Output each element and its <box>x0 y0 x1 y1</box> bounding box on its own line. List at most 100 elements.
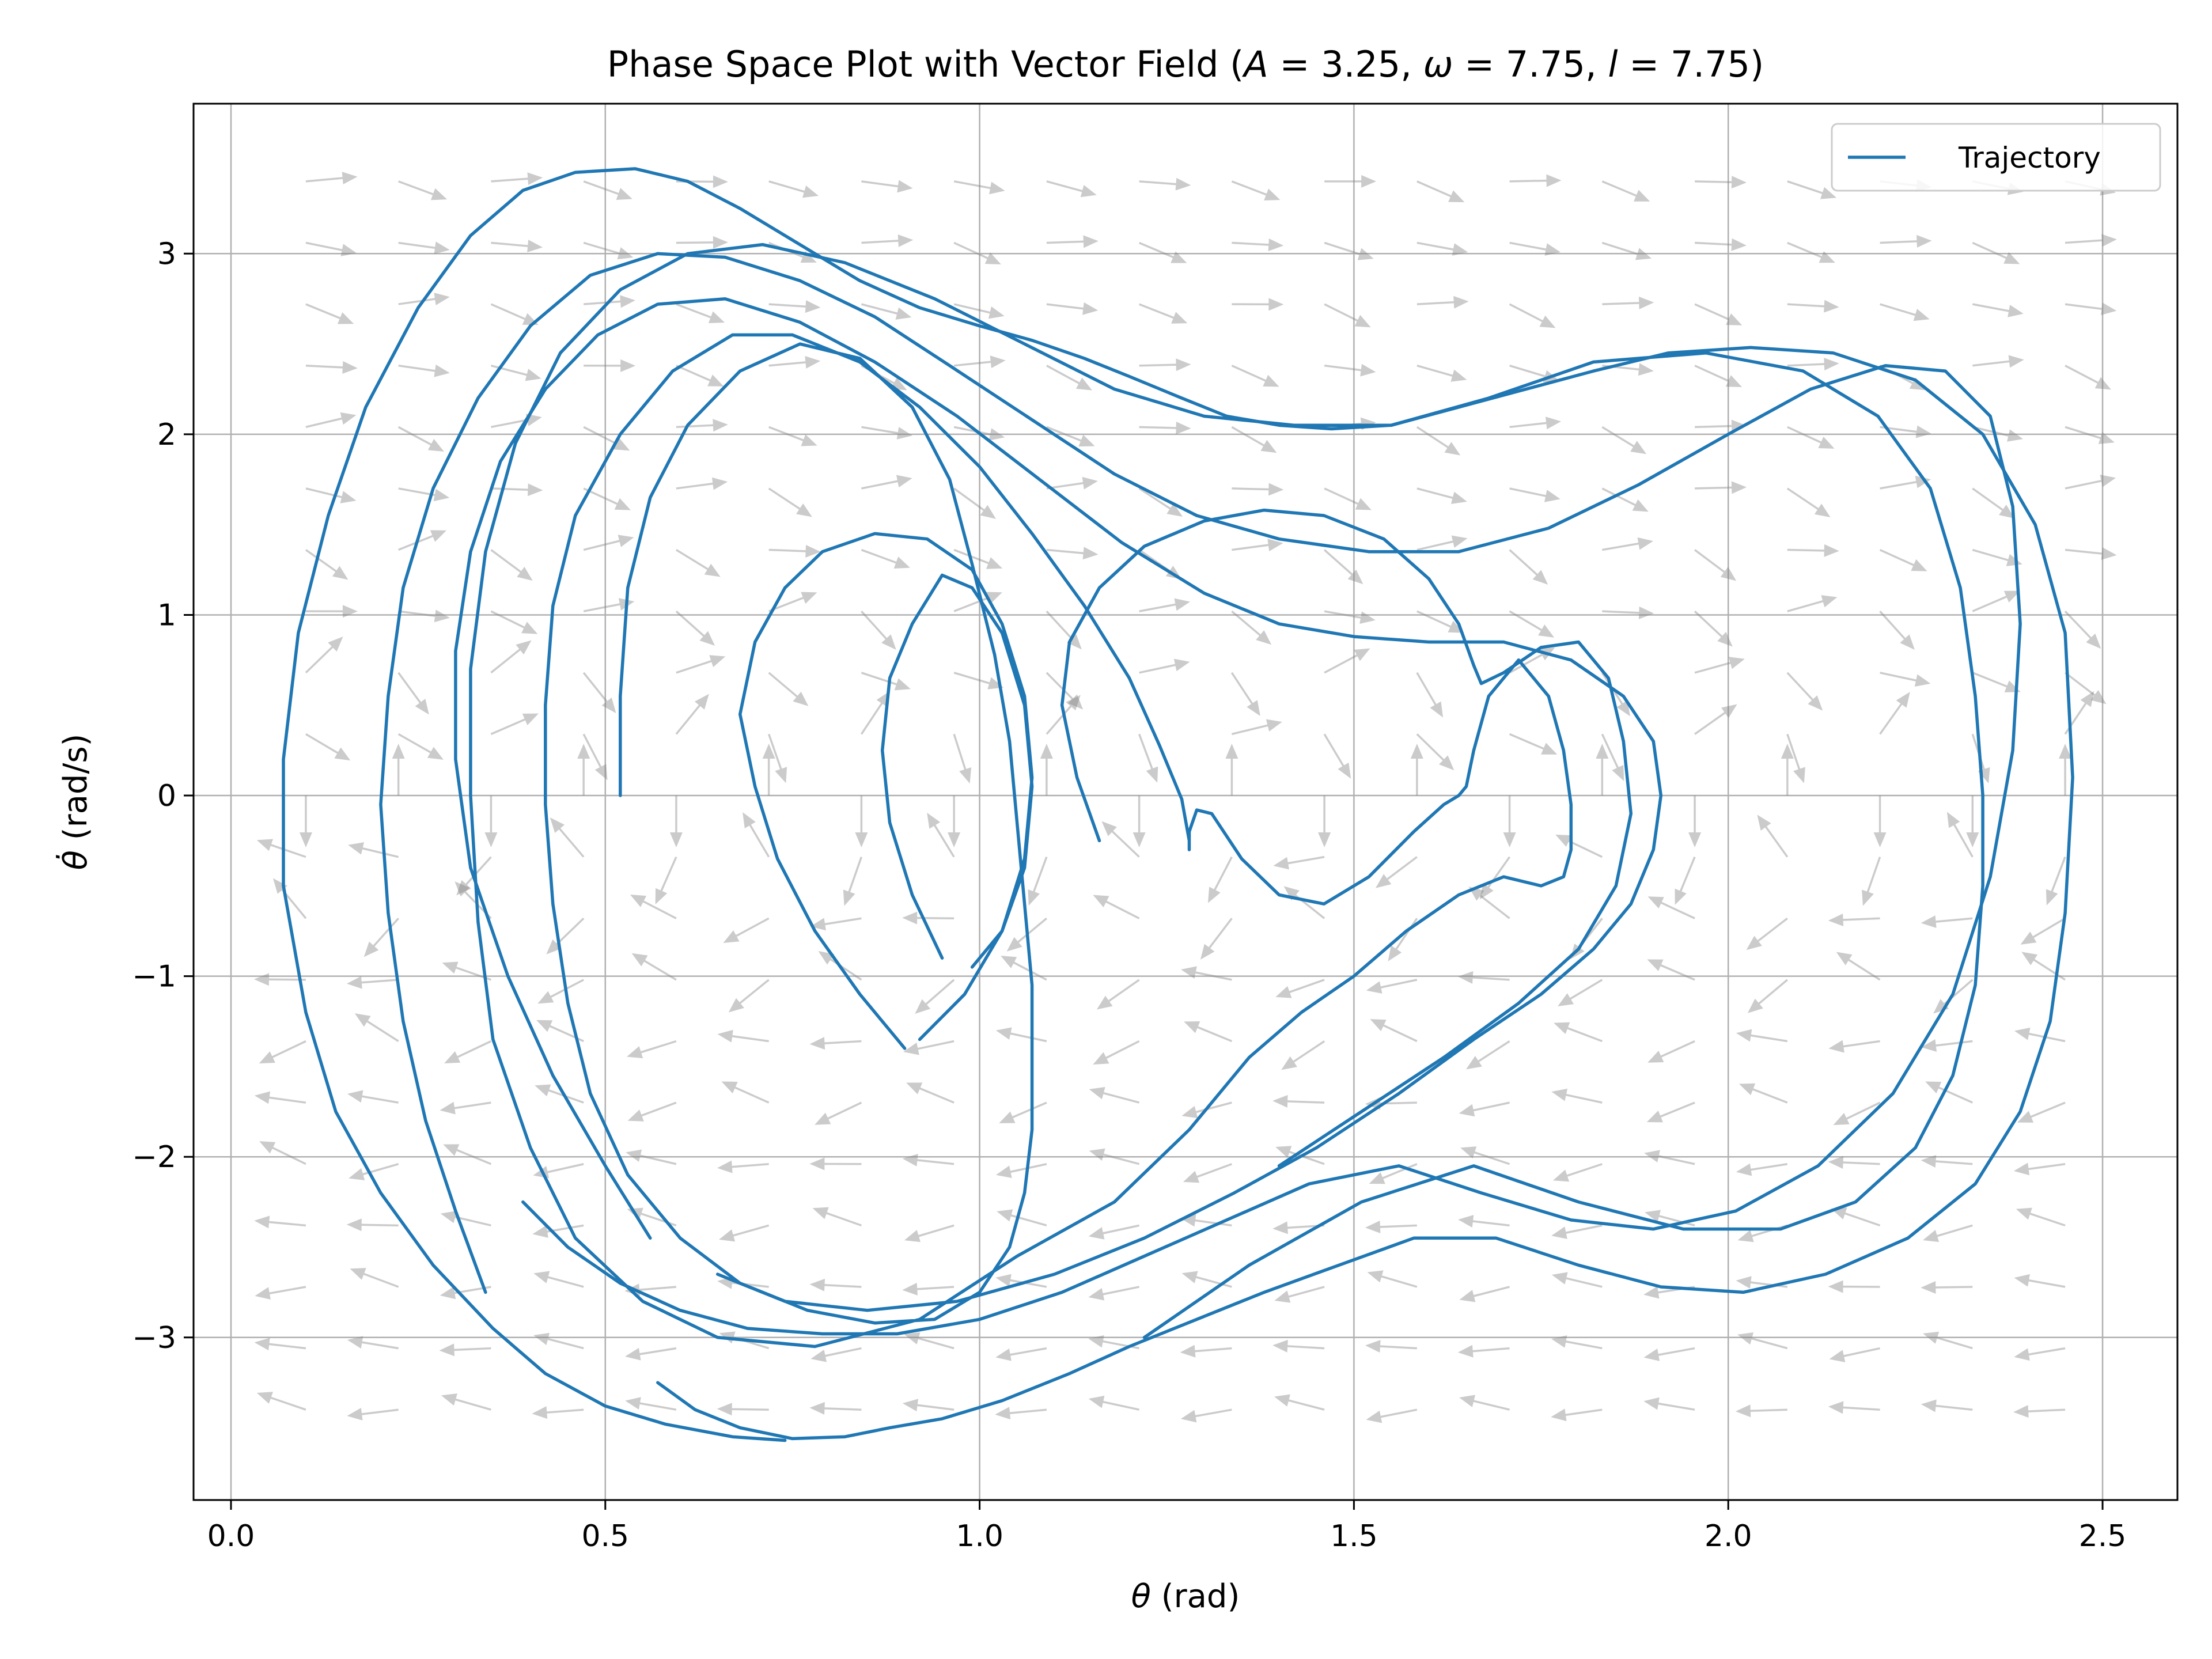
x-tick-label: 2.0 <box>1705 1519 1752 1554</box>
legend-label-trajectory: Trajectory <box>1958 141 2101 175</box>
vector-arrow <box>305 241 357 256</box>
vector-arrow <box>627 1101 677 1122</box>
vector-arrow <box>1459 1101 1510 1117</box>
vector-arrow <box>397 426 444 452</box>
vector-arrow <box>1694 704 1737 735</box>
vector-arrow <box>1921 1155 1973 1168</box>
vector-arrow <box>861 672 911 691</box>
vector-arrow <box>1231 719 1282 736</box>
vector-arrow <box>583 180 632 200</box>
vector-arrow <box>1596 744 1609 796</box>
vector-arrow <box>1230 672 1260 716</box>
vector-arrow <box>583 241 634 260</box>
vector-arrow <box>490 365 541 381</box>
vector-arrow <box>1208 856 1233 903</box>
vector-arrow <box>768 355 821 369</box>
vector-arrow <box>1138 241 1187 263</box>
vector-arrow <box>1416 296 1469 309</box>
vector-arrow <box>1923 1224 1973 1243</box>
vector-arrow <box>1101 821 1140 858</box>
legend-box <box>1831 123 2161 192</box>
vector-arrow <box>1879 548 1927 571</box>
vector-arrow <box>1735 1404 1787 1418</box>
vector-arrow <box>1746 917 1788 950</box>
vector-arrow <box>256 1392 306 1411</box>
vector-arrow <box>1509 416 1562 430</box>
vector-arrow <box>1966 796 1979 848</box>
vector-arrow <box>728 979 770 1013</box>
vector-arrow <box>768 544 821 558</box>
vector-arrow <box>1006 917 1048 952</box>
vector-arrow <box>1829 1347 1880 1362</box>
vector-arrow <box>1675 856 1696 905</box>
vector-arrow <box>810 1347 862 1362</box>
vector-arrow <box>1551 1335 1603 1350</box>
vector-arrow <box>305 733 351 761</box>
vector-arrow <box>1509 733 1558 755</box>
vector-arrow <box>1972 590 2020 612</box>
vector-arrow <box>717 1160 769 1173</box>
vector-arrow <box>1880 234 1932 248</box>
vector-arrow <box>363 918 399 957</box>
vector-arrow <box>676 303 725 324</box>
vector-arrow <box>723 917 770 943</box>
vector-arrow <box>532 1406 584 1419</box>
vector-arrow <box>1643 1347 1695 1361</box>
vector-arrow <box>1554 1022 1603 1043</box>
vector-arrow <box>1275 1146 1325 1165</box>
vector-arrow <box>1643 1397 1695 1411</box>
trajectory-line-3 <box>454 297 1663 1312</box>
vector-arrow <box>299 796 312 848</box>
vector-arrow <box>398 609 450 623</box>
vector-arrow <box>1416 180 1465 202</box>
vector-arrow <box>1088 1224 1139 1240</box>
vector-arrow <box>491 483 543 497</box>
vector-arrow <box>1787 544 1839 557</box>
vector-arrow <box>1001 956 1047 981</box>
vector-arrow <box>305 361 358 374</box>
vector-arrow <box>254 1338 306 1351</box>
vector-arrow <box>397 733 444 760</box>
vector-arrow <box>1416 426 1461 456</box>
vector-arrow <box>1828 1040 1880 1053</box>
vector-arrow <box>995 1347 1047 1361</box>
vector-arrow <box>675 610 715 646</box>
vector-arrow <box>349 1163 399 1181</box>
vector-arrow <box>902 1282 955 1296</box>
vector-arrow <box>1318 796 1331 848</box>
vector-arrow <box>676 655 726 674</box>
vector-arrow <box>1688 796 1702 848</box>
vector-arrow <box>490 713 539 736</box>
trajectory-series <box>282 167 2074 1442</box>
vector-arrow <box>1736 1276 1788 1289</box>
vector-arrow <box>625 1397 677 1411</box>
vector-arrow <box>2059 744 2072 796</box>
vector-arrow <box>1647 1040 1695 1063</box>
y-tick-label: 0 <box>157 779 176 813</box>
y-axis-label: θ̇ (rad/s) <box>56 734 94 870</box>
vector-arrow <box>1416 733 1455 771</box>
vector-arrow <box>1509 241 1561 256</box>
vector-arrow <box>1046 235 1099 248</box>
vector-arrow <box>305 605 358 618</box>
vector-arrow <box>443 1144 492 1165</box>
vector-arrow <box>1836 952 1881 981</box>
vector-arrow <box>809 1278 862 1291</box>
vector-arrow <box>347 1090 399 1104</box>
vector-arrow <box>1046 365 1093 391</box>
vector-arrow <box>2064 610 2101 649</box>
vector-arrow <box>1786 672 1823 711</box>
vector-arrow <box>1828 913 1880 926</box>
vector-arrow <box>1046 426 1095 447</box>
y-tick-label: −3 <box>132 1321 176 1355</box>
vector-arrow <box>2013 1162 2066 1176</box>
vector-arrow <box>861 234 914 247</box>
vector-arrow <box>669 796 683 848</box>
vector-arrow <box>809 1157 862 1171</box>
trajectory-line-6 <box>1060 508 1633 1168</box>
vector-arrow <box>1232 238 1284 251</box>
vector-arrow <box>902 911 955 925</box>
vector-arrow <box>1509 549 1548 585</box>
vector-arrow <box>861 610 896 650</box>
vector-arrow <box>1602 296 1654 309</box>
